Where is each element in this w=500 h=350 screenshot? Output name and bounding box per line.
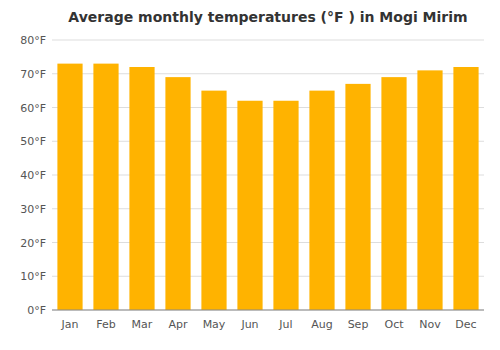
x-tick-label: Jan xyxy=(61,318,79,331)
bar xyxy=(345,84,370,310)
bar xyxy=(93,64,118,310)
grid-line xyxy=(52,40,484,41)
bar xyxy=(237,101,262,310)
y-tick-label: 70°F xyxy=(20,68,46,81)
chart-container: Average monthly temperatures (°F ) in Mo… xyxy=(0,0,500,350)
x-tick-label: Jul xyxy=(278,318,292,331)
x-tick-label: May xyxy=(203,318,226,331)
y-tick-label: 80°F xyxy=(20,34,46,47)
bar xyxy=(129,67,154,310)
title: Average monthly temperatures (°F ) in Mo… xyxy=(68,9,467,25)
x-tick-label: Sep xyxy=(348,318,369,331)
bar xyxy=(453,67,478,310)
x-tick-label: Feb xyxy=(96,318,115,331)
y-tick-label: 0°F xyxy=(27,304,46,317)
x-tick-label: Dec xyxy=(455,318,476,331)
bar xyxy=(309,91,334,310)
x-tick-label: Jun xyxy=(240,318,258,331)
y-tick-label: 50°F xyxy=(20,135,46,148)
y-tick-label: 20°F xyxy=(20,237,46,250)
x-tick-label: Mar xyxy=(132,318,153,331)
bar xyxy=(417,70,442,310)
x-tick-label: Apr xyxy=(168,318,188,331)
bar xyxy=(165,77,190,310)
y-tick-label: 40°F xyxy=(20,169,46,182)
grid-line xyxy=(52,310,484,311)
y-axis: 0°F 10°F 20°F 30°F 40°F 50°F 60°F 70°F 80°F xyxy=(20,34,46,317)
x-axis: Jan Feb Mar Apr May Jun Jul Aug Sep Oct Nov Dec xyxy=(61,318,477,331)
bar xyxy=(381,77,406,310)
x-axis-line xyxy=(52,310,484,311)
grid xyxy=(52,40,484,310)
y-tick-label: 30°F xyxy=(20,203,46,216)
x-tick-label: Nov xyxy=(419,318,441,331)
bars xyxy=(57,64,478,310)
bar xyxy=(57,64,82,310)
y-tick-label: 10°F xyxy=(20,270,46,283)
chart: Average monthly temperatures (°F ) in Mo… xyxy=(0,0,500,350)
bar xyxy=(273,101,298,310)
x-tick-label: Aug xyxy=(311,318,332,331)
bar xyxy=(201,91,226,310)
x-tick-label: Oct xyxy=(384,318,404,331)
y-tick-label: 60°F xyxy=(20,102,46,115)
